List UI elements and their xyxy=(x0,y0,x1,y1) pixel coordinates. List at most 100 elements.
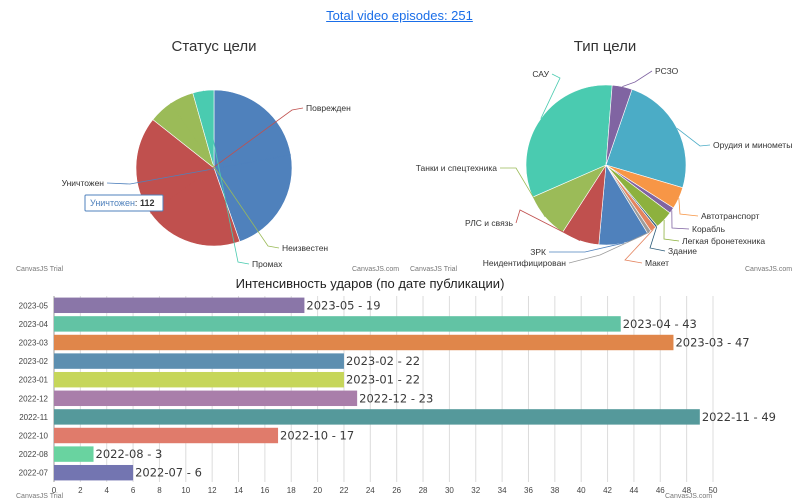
y-tick-2022-11: 2022-11 xyxy=(19,413,48,422)
watermark-1: CanvasJS.com xyxy=(352,266,399,273)
bar-2022-08[interactable] xyxy=(54,446,94,462)
x-tick-50: 50 xyxy=(709,486,718,495)
svg-text:Уничтожен: 112: Уничтожен: 112 xyxy=(90,198,154,208)
bar-label-2023-03: 2023-03 - 47 xyxy=(675,336,749,350)
x-tick-0: 0 xyxy=(52,486,57,495)
type-leader-здание xyxy=(649,226,666,252)
type-leader-рлс-и-связь xyxy=(515,209,581,241)
x-tick-4: 4 xyxy=(104,486,109,495)
x-tick-24: 24 xyxy=(366,486,375,495)
type-slice-сау[interactable] xyxy=(525,84,613,198)
type-label-орудия-и-минометы: Орудия и минометы xyxy=(713,140,792,150)
bar-label-2023-05: 2023-05 - 19 xyxy=(306,298,380,312)
bar-2023-05[interactable] xyxy=(54,297,305,314)
bar-2023-02[interactable] xyxy=(54,353,344,369)
y-tick-2022-08: 2022-08 xyxy=(19,450,49,459)
type-leader-макет xyxy=(624,229,654,264)
x-tick-26: 26 xyxy=(392,486,401,495)
bar-2022-11[interactable] xyxy=(54,409,700,425)
x-tick-44: 44 xyxy=(629,486,638,495)
bar-x-axis: 0 2 4 6 8 10 12 14 16 18 20 22 24 26 28 30 32 34 36 38 40 42 4… xyxy=(52,486,718,495)
pie-status-labels: Уничтожен Поврежден Неизвестен Промах xyxy=(62,90,351,269)
x-tick-22: 22 xyxy=(340,486,349,495)
bar-2023-01[interactable] xyxy=(54,371,344,388)
type-leader-легкая-бронетехника xyxy=(663,219,680,242)
x-tick-40: 40 xyxy=(577,486,586,495)
type-label-неидентифицирован: Неидентифицирован xyxy=(483,258,567,268)
type-leader-автотранспорт xyxy=(678,198,699,217)
bar-2022-10[interactable] xyxy=(54,427,279,444)
bar-label-2022-07: 2022-07 - 6 xyxy=(135,466,202,480)
y-tick-2023-03: 2023-03 xyxy=(19,339,49,348)
tooltip-value: 112 xyxy=(140,198,155,208)
status-label-неизвестен: Неизвестен xyxy=(282,243,328,253)
type-label-сау: САУ xyxy=(532,69,549,79)
bar-label-2022-12: 2022-12 - 23 xyxy=(359,391,433,405)
x-tick-30: 30 xyxy=(445,486,454,495)
x-tick-8: 8 xyxy=(157,486,162,495)
bar-label-2023-02: 2023-02 - 22 xyxy=(346,354,420,368)
status-leader-неизвестен xyxy=(170,102,280,249)
status-leader-поврежден xyxy=(150,107,304,214)
x-tick-10: 10 xyxy=(181,486,190,495)
pie-type-labels: Орудия и минометы Автотранспорт Корабль Лег… xyxy=(416,66,793,268)
y-tick-2023-01: 2023-01 xyxy=(19,376,49,385)
type-leader-орудия-и-минометы xyxy=(676,128,711,147)
status-label-промах: Промах xyxy=(252,259,283,269)
x-tick-16: 16 xyxy=(260,486,269,495)
type-label-здание: Здание xyxy=(668,246,697,256)
bar-series: 2023-05 - 19 2023-04 - 43 2023-03 - 47 2023… xyxy=(54,297,776,481)
bar-label-2022-10: 2022-10 - 17 xyxy=(280,429,354,443)
pie-type-title: Тип цели xyxy=(574,38,637,55)
pie-tooltip: Уничтожен: 112 xyxy=(84,194,164,212)
type-leader-неидентифицирован xyxy=(568,231,650,264)
bar-label-2022-08: 2022-08 - 3 xyxy=(96,447,163,461)
watermark-trial-2: CanvasJS Trial xyxy=(410,266,458,273)
type-label-автотранспорт: Автотранспорт xyxy=(701,211,759,221)
status-slice-промах[interactable] xyxy=(192,89,215,169)
watermark-trial-1: CanvasJS Trial xyxy=(16,266,64,273)
x-tick-2: 2 xyxy=(78,486,83,495)
x-tick-46: 46 xyxy=(656,486,665,495)
x-tick-32: 32 xyxy=(471,486,480,495)
type-label-рсзо: РСЗО xyxy=(655,66,679,76)
type-label-зрк: ЗРК xyxy=(530,247,546,257)
type-leader-корабль xyxy=(671,210,690,230)
type-slice-рсзо[interactable] xyxy=(605,84,633,166)
x-tick-34: 34 xyxy=(498,486,507,495)
y-tick-2023-05: 2023-05 xyxy=(19,301,49,310)
y-tick-2022-12: 2022-12 xyxy=(19,394,49,403)
type-label-рлс-и-связь: РЛС и связь xyxy=(465,218,514,228)
y-tick-2022-10: 2022-10 xyxy=(19,432,49,441)
bar-label-2023-04: 2023-04 - 43 xyxy=(623,317,697,331)
bar-chart-title: Интенсивность ударов (по дате публикации… xyxy=(236,276,505,291)
watermark-trial-3: CanvasJS Trial xyxy=(16,493,64,500)
x-tick-20: 20 xyxy=(313,486,322,495)
bar-label-2023-01: 2023-01 - 22 xyxy=(346,373,420,387)
watermark-2: CanvasJS.com xyxy=(745,266,792,273)
x-tick-12: 12 xyxy=(208,486,217,495)
type-leader-танки-и-спецтехника xyxy=(500,167,546,218)
status-label-уничтожен: Уничтожен xyxy=(62,178,105,188)
watermark-3: CanvasJS.com xyxy=(665,493,712,500)
x-tick-36: 36 xyxy=(524,486,533,495)
bar-2022-12[interactable] xyxy=(54,390,358,407)
pie-status xyxy=(135,89,293,247)
type-leader-зрк xyxy=(549,242,625,253)
y-tick-2023-02: 2023-02 xyxy=(19,357,49,366)
status-leader-промах xyxy=(202,90,250,265)
total-episodes-link[interactable]: Total video episodes: 251 xyxy=(326,8,473,23)
bar-2023-03[interactable] xyxy=(54,334,674,351)
y-tick-2023-04: 2023-04 xyxy=(19,320,49,329)
bar-2023-04[interactable] xyxy=(54,316,621,332)
bar-2022-07[interactable] xyxy=(54,464,134,481)
type-label-легкая-бронетехника: Легкая бронетехника xyxy=(682,236,765,246)
type-slice-орудия-и-минометы[interactable] xyxy=(605,88,687,189)
bar-category-labels: 2023-05 2023-04 2023-03 2023-02 2023-01 2022-… xyxy=(19,301,49,477)
type-leader-рсзо xyxy=(622,70,653,88)
pie-type xyxy=(525,84,687,246)
x-tick-6: 6 xyxy=(131,486,136,495)
type-leader-сау xyxy=(540,73,561,119)
status-label-поврежден: Поврежден xyxy=(306,103,351,113)
